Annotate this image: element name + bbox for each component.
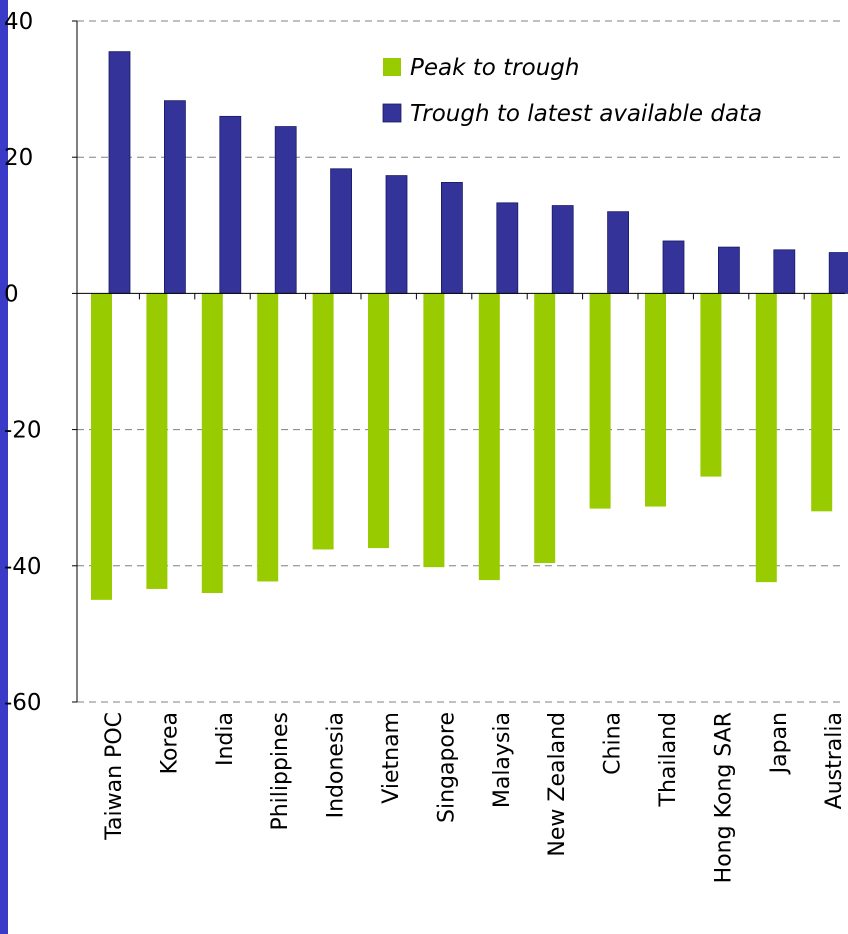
- x-tick-label: Japan: [767, 712, 792, 775]
- bar-peak-to-trough: [756, 293, 777, 582]
- y-tick-label: 0: [4, 281, 19, 307]
- bar-trough-to-latest: [386, 176, 407, 294]
- x-tick-label: Thailand: [656, 712, 681, 807]
- y-tick-label: -60: [4, 690, 42, 716]
- bar-peak-to-trough: [313, 293, 334, 549]
- y-tick-label: 20: [4, 145, 33, 171]
- bar-trough-to-latest: [829, 253, 848, 294]
- x-tick-label: Hong Kong SAR: [711, 712, 736, 883]
- bar-trough-to-latest: [331, 169, 352, 294]
- bar-trough-to-latest: [441, 182, 462, 293]
- bar-trough-to-latest: [552, 206, 573, 294]
- x-tick-label: Singapore: [434, 712, 459, 823]
- bar-trough-to-latest: [663, 241, 684, 293]
- legend-label: Peak to trough: [410, 55, 579, 81]
- x-tick-label: India: [213, 712, 238, 766]
- bar-peak-to-trough: [645, 293, 666, 506]
- x-tick-label: Malaysia: [490, 712, 515, 808]
- bar-peak-to-trough: [368, 293, 389, 548]
- legend-swatch: [383, 104, 401, 122]
- x-tick-label: Indonesia: [324, 712, 349, 818]
- bar-trough-to-latest: [497, 203, 518, 294]
- x-tick-label: Australia: [822, 712, 847, 809]
- x-tick-label: New Zealand: [545, 712, 570, 857]
- x-tick-label: China: [601, 712, 626, 775]
- bar-trough-to-latest: [275, 127, 296, 294]
- legend-swatch: [383, 58, 401, 76]
- bar-peak-to-trough: [423, 293, 444, 567]
- bar-peak-to-trough: [479, 293, 500, 580]
- bar-peak-to-trough: [811, 293, 832, 511]
- x-tick-label: Vietnam: [379, 712, 404, 804]
- x-tick-label: Philippines: [268, 712, 293, 831]
- bar-peak-to-trough: [257, 293, 278, 581]
- y-tick-label: 40: [4, 9, 33, 35]
- bar-trough-to-latest: [164, 101, 185, 294]
- bar-peak-to-trough: [146, 293, 167, 589]
- bar-peak-to-trough: [91, 293, 112, 599]
- bar-trough-to-latest: [718, 247, 739, 293]
- bar-peak-to-trough: [202, 293, 223, 593]
- legend-label: Trough to latest available data: [410, 101, 762, 127]
- x-tick-label: Taiwan POC: [102, 712, 127, 841]
- bar-peak-to-trough: [534, 293, 555, 563]
- bar-trough-to-latest: [220, 116, 241, 293]
- bar-trough-to-latest: [109, 52, 130, 294]
- bar-peak-to-trough: [590, 293, 611, 508]
- y-tick-label: -40: [4, 554, 42, 580]
- x-tick-label: Korea: [157, 712, 182, 774]
- bar-trough-to-latest: [774, 250, 795, 294]
- bar-trough-to-latest: [608, 212, 629, 294]
- y-tick-label: -20: [4, 418, 42, 444]
- bar-peak-to-trough: [700, 293, 721, 476]
